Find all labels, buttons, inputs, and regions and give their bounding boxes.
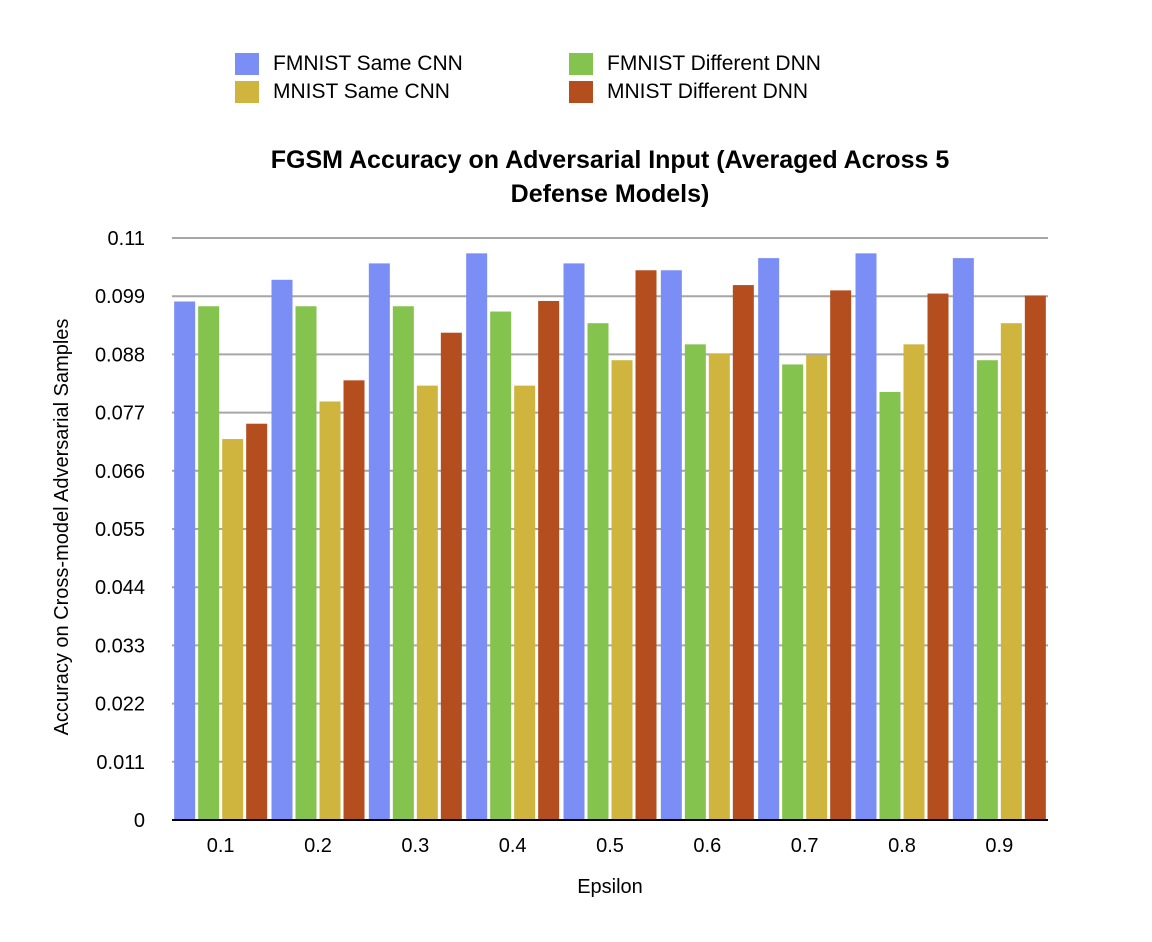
- bar: [708, 353, 730, 820]
- legend-label: MNIST Same CNN: [273, 80, 450, 103]
- gridlines: [172, 237, 1048, 763]
- bar: [684, 344, 706, 820]
- bar: [927, 293, 949, 820]
- bar: [222, 439, 244, 820]
- bar: [587, 323, 609, 820]
- y-tick-label: 0.011: [96, 752, 145, 774]
- legend-item-fmnist-same-cnn: FMNIST Same CNN: [235, 52, 463, 76]
- bar: [174, 301, 196, 820]
- x-tick-label: 0.3: [401, 835, 429, 857]
- bar: [830, 290, 852, 820]
- legend-swatch: [569, 53, 593, 75]
- legend-item-mnist-same-cnn: MNIST Same CNN: [235, 80, 450, 104]
- x-tick-label: 0.5: [596, 835, 624, 857]
- bar: [440, 332, 462, 820]
- bar: [490, 311, 512, 820]
- bar: [660, 270, 682, 820]
- bar: [806, 354, 828, 820]
- bar: [538, 300, 560, 821]
- x-tick-label: 0.1: [207, 835, 235, 857]
- x-axis-label: Epsilon: [577, 876, 643, 898]
- legend-label: FMNIST Different DNN: [607, 52, 821, 75]
- y-tick-label: 0.044: [95, 577, 145, 599]
- bar: [246, 423, 268, 820]
- bar: [611, 360, 633, 820]
- legend-swatch: [235, 81, 259, 103]
- x-tick-label: 0.9: [985, 835, 1013, 857]
- legend: FMNIST Same CNN MNIST Same CNN FMNIST Di…: [235, 52, 875, 108]
- bar: [271, 279, 293, 820]
- bars: [174, 253, 1046, 821]
- bar: [392, 306, 414, 821]
- x-axis-ticks: 0.1 0.2 0.3 0.4 0.5 0.6 0.7 0.8 0.9: [207, 835, 1013, 857]
- legend-item-fmnist-different-dnn: FMNIST Different DNN: [569, 52, 821, 76]
- bar: [855, 253, 877, 821]
- bar: [732, 285, 754, 820]
- y-tick-label: 0.022: [95, 694, 145, 716]
- legend-label: MNIST Different DNN: [607, 80, 809, 103]
- bar: [514, 385, 536, 820]
- bar: [758, 258, 780, 820]
- x-tick-label: 0.8: [888, 835, 916, 857]
- bar: [466, 253, 488, 821]
- y-tick-label: 0.088: [95, 344, 145, 366]
- bar: [319, 401, 341, 820]
- legend-swatch: [235, 53, 259, 75]
- bar: [1000, 323, 1022, 820]
- bar: [343, 380, 365, 820]
- y-tick-label: 0.11: [108, 228, 145, 250]
- bar: [782, 364, 804, 820]
- y-tick-label: 0.033: [95, 635, 145, 657]
- x-tick-label: 0.2: [304, 835, 332, 857]
- legend-item-mnist-different-dnn: MNIST Different DNN: [569, 80, 808, 104]
- x-tick-label: 0.6: [693, 835, 721, 857]
- bar: [416, 385, 438, 820]
- bar: [295, 306, 317, 821]
- bar: [1024, 295, 1046, 820]
- x-tick-label: 0.7: [791, 835, 819, 857]
- bar: [903, 344, 925, 820]
- y-tick-label: 0: [134, 810, 145, 832]
- chart-title-line-1: FGSM Accuracy on Adversarial Input (Aver…: [271, 146, 950, 174]
- y-axis-ticks: 0 0.011 0.022 0.033 0.044 0.055 0.066 0.077 0.08…: [95, 228, 145, 832]
- legend-label: FMNIST Same CNN: [273, 52, 463, 75]
- bar: [198, 306, 220, 821]
- chart-title-line-2: Defense Models): [511, 180, 710, 208]
- bar: [952, 258, 974, 820]
- y-tick-label: 0.099: [95, 286, 145, 308]
- bar: [635, 270, 657, 820]
- y-tick-label: 0.077: [95, 403, 145, 425]
- bar: [368, 263, 390, 820]
- bar: [563, 263, 585, 820]
- legend-swatch: [569, 81, 593, 103]
- y-tick-label: 0.066: [95, 461, 145, 483]
- y-tick-label: 0.055: [95, 519, 145, 541]
- x-tick-label: 0.4: [499, 835, 527, 857]
- y-axis-label: Accuracy on Cross-model Adversarial Samp…: [51, 319, 73, 736]
- bar: [879, 391, 901, 820]
- bar: [976, 360, 998, 820]
